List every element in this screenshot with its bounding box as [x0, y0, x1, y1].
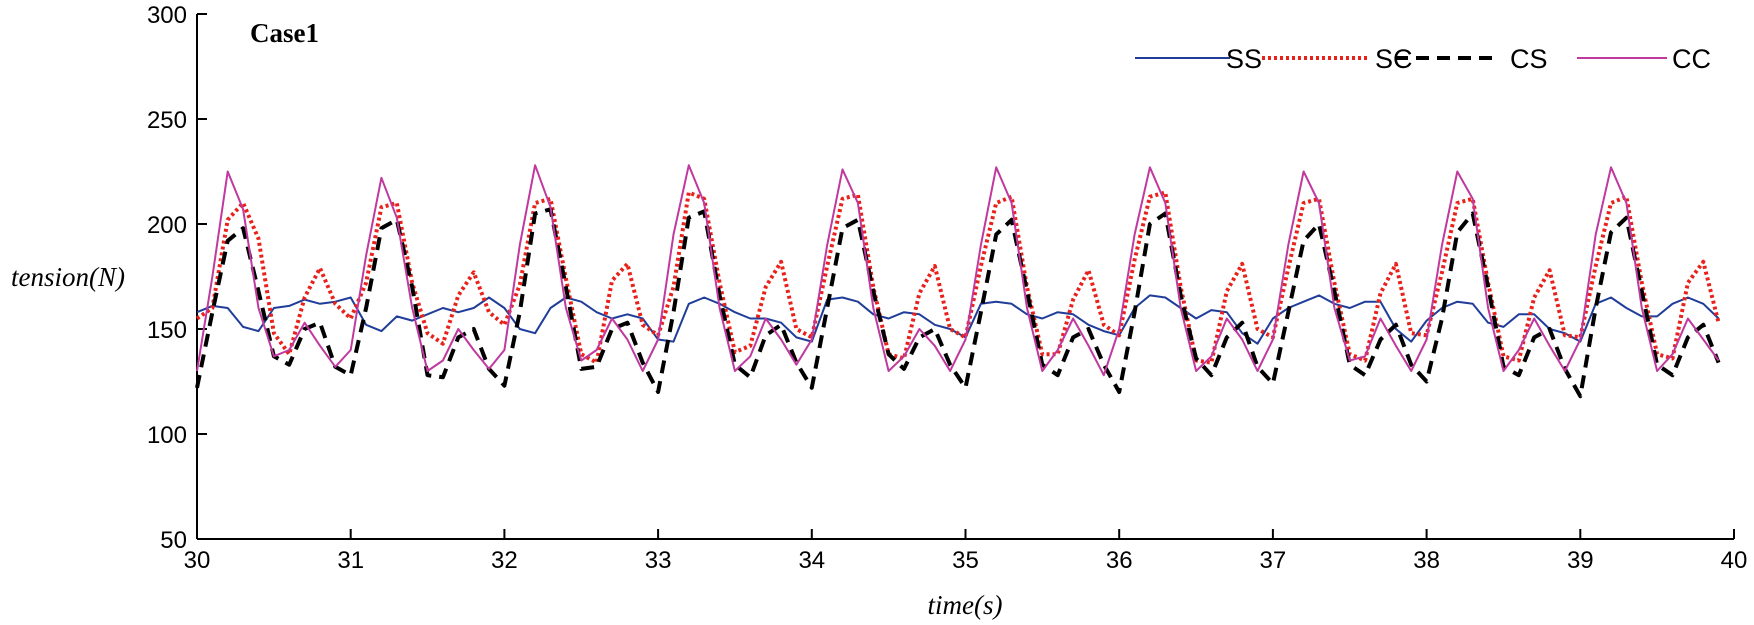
- legend: SS SC CS CC: [1135, 44, 1711, 74]
- series-line-cc: [196, 164, 1720, 377]
- legend-label-cc: CC: [1672, 44, 1711, 74]
- y-tick-label: 150: [147, 317, 187, 344]
- legend-label-ss: SS: [1226, 44, 1262, 74]
- x-tick-label: 40: [1721, 547, 1748, 574]
- x-tick-label: 34: [798, 547, 825, 574]
- y-tick-label: 300: [147, 2, 187, 29]
- x-tick-label: 36: [1106, 547, 1133, 574]
- y-tick-label: 50: [160, 527, 187, 554]
- x-tick-label: 37: [1260, 547, 1287, 574]
- x-tick-label: 38: [1413, 547, 1440, 574]
- x-tick-label: 30: [184, 547, 211, 574]
- y-axis-title: tension(N): [11, 262, 125, 292]
- legend-label-cs: CS: [1510, 44, 1548, 74]
- x-tick-label: 35: [952, 547, 979, 574]
- axis-ticks: 30 31 32 33 34 35 36 37 38 39 40 50 100 150 200 250 300: [147, 2, 1747, 574]
- series-line-cs: [195, 207, 1721, 399]
- chart-title: Case1: [250, 18, 319, 48]
- x-tick-label: 31: [337, 547, 364, 574]
- x-tick-label: 32: [491, 547, 518, 574]
- y-tick-label: 100: [147, 422, 187, 449]
- y-tick-label: 250: [147, 107, 187, 134]
- series-layer: [195, 164, 1721, 399]
- x-tick-label: 39: [1567, 547, 1594, 574]
- plot-area: 30 31 32 33 34 35 36 37 38 39 40 50 100 150 200 250 300: [147, 2, 1747, 574]
- y-tick-label: 200: [147, 212, 187, 239]
- series-line-sc: [195, 190, 1721, 365]
- x-axis-title: time(s): [928, 590, 1003, 620]
- x-tick-label: 33: [645, 547, 672, 574]
